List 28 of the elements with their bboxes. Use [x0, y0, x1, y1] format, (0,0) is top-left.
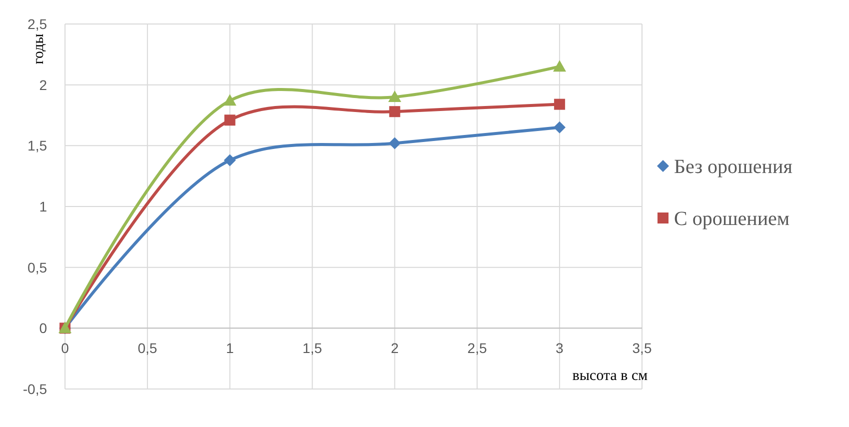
- x-tick-label: 2: [390, 340, 399, 356]
- y-axis-title: годы: [31, 34, 47, 64]
- y-tick-label: 0: [39, 320, 48, 336]
- x-tick-label: 0,5: [138, 340, 158, 356]
- point: [224, 154, 236, 166]
- point: [223, 94, 236, 106]
- x-tick-label: 3: [556, 340, 564, 356]
- point: [553, 60, 566, 72]
- point: [388, 137, 401, 150]
- x-tick-label: 3,5: [632, 340, 652, 356]
- y-tick-label: 2: [39, 76, 48, 93]
- x-tick-label: 1,5: [302, 340, 322, 356]
- y-tick-label: 2,5: [28, 16, 48, 32]
- point: [389, 106, 400, 118]
- y-tick-label: -0,5: [22, 381, 48, 397]
- y-tick-label: 1,5: [28, 138, 48, 154]
- legend-label: Без орошения: [674, 156, 792, 178]
- y-tick-label: 1: [39, 198, 48, 214]
- x-tick-label: 0: [61, 340, 70, 356]
- legend-label: С орошением: [674, 208, 790, 230]
- x-axis-title: высота в см: [572, 368, 648, 384]
- point: [224, 114, 236, 126]
- x-tick-label: 1: [226, 340, 234, 356]
- point: [388, 90, 402, 102]
- point: [554, 121, 566, 134]
- point: [554, 98, 566, 110]
- x-tick-label: 2,5: [467, 340, 488, 356]
- y-tick-label: 0,5: [28, 259, 48, 276]
